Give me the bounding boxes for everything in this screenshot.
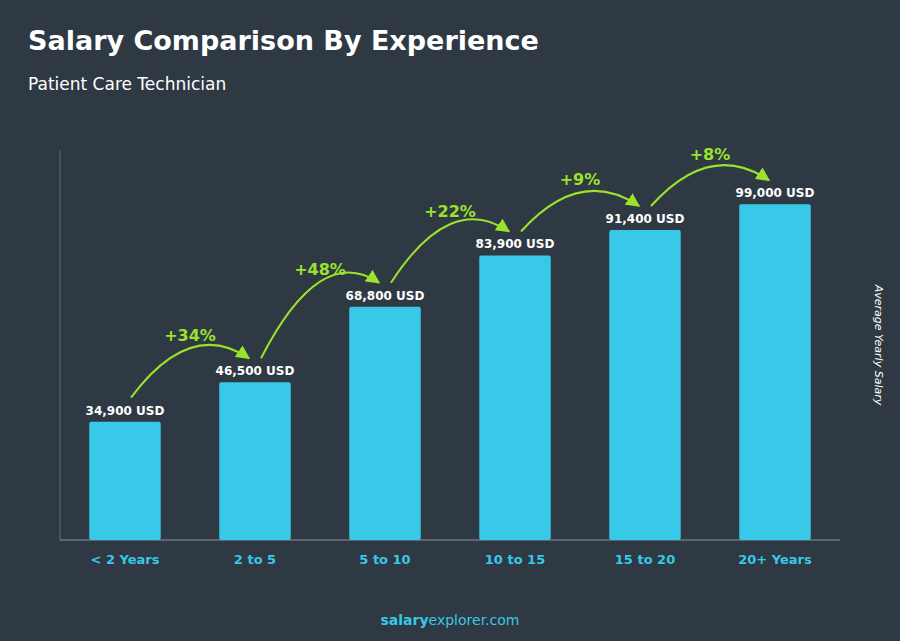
background bbox=[0, 0, 900, 641]
data-label: 46,500 USD bbox=[216, 364, 295, 378]
bar bbox=[739, 204, 811, 540]
bar bbox=[349, 307, 421, 540]
y-axis-line bbox=[60, 150, 61, 540]
change-arrow bbox=[261, 272, 379, 358]
bars bbox=[89, 204, 811, 540]
footer: salaryexplorer.com bbox=[381, 612, 520, 628]
bar bbox=[219, 382, 291, 540]
data-label: 68,800 USD bbox=[346, 289, 425, 303]
change-label: +34% bbox=[164, 326, 216, 345]
x-tick-label: 2 to 5 bbox=[234, 552, 276, 567]
y-axis-label: Average Yearly Salary bbox=[872, 284, 885, 406]
title: Salary Comparison By Experience bbox=[28, 25, 539, 56]
data-label: 83,900 USD bbox=[476, 237, 555, 251]
x-tick-label: 15 to 20 bbox=[615, 552, 675, 567]
x-tick-label: 20+ Years bbox=[738, 552, 812, 567]
data-label: 99,000 USD bbox=[736, 186, 815, 200]
bar bbox=[89, 422, 161, 540]
change-label: +9% bbox=[560, 170, 601, 189]
change-label: +8% bbox=[690, 145, 731, 164]
change-arrow bbox=[521, 191, 639, 232]
change-arrow bbox=[651, 165, 769, 206]
subtitle: Patient Care Technician bbox=[28, 74, 226, 94]
x-tick-label: < 2 Years bbox=[91, 552, 160, 567]
change-arrow bbox=[391, 219, 509, 282]
x-tick-label: 10 to 15 bbox=[485, 552, 545, 567]
footer-part: salary bbox=[381, 612, 429, 628]
bar bbox=[609, 230, 681, 540]
change-arrow bbox=[131, 345, 249, 398]
data-label: 91,400 USD bbox=[606, 212, 685, 226]
chart-container: Salary Comparison By Experience Patient C… bbox=[0, 0, 900, 641]
change-label: +22% bbox=[424, 202, 476, 221]
chart: Salary Comparison By Experience Patient C… bbox=[0, 0, 900, 641]
x-axis-line bbox=[60, 540, 840, 541]
change-label: +48% bbox=[294, 260, 346, 279]
x-tick-label: 5 to 10 bbox=[359, 552, 410, 567]
bar bbox=[479, 255, 551, 540]
footer-part: explorer.com bbox=[429, 612, 520, 628]
data-label: 34,900 USD bbox=[86, 404, 165, 418]
